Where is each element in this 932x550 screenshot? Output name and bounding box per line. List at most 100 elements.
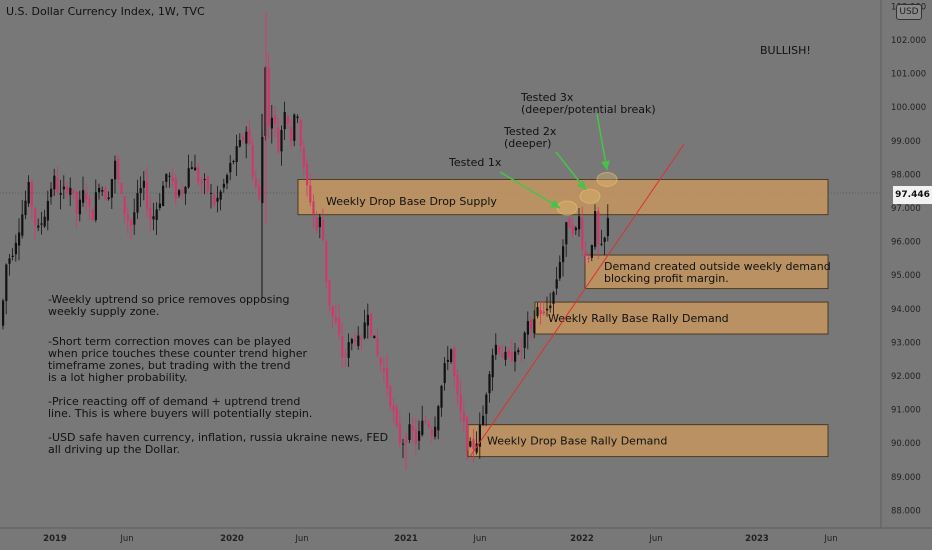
x-tick-label: 2022 bbox=[570, 534, 594, 544]
candle-body bbox=[402, 443, 405, 445]
candle-body bbox=[245, 131, 248, 144]
candle-body bbox=[395, 407, 398, 426]
candle-body bbox=[187, 168, 190, 188]
y-tick-label: 92.000 bbox=[891, 372, 921, 382]
candle-body bbox=[126, 214, 129, 220]
candle-body bbox=[430, 429, 433, 436]
candle-body bbox=[398, 423, 401, 444]
candle-body bbox=[203, 179, 206, 181]
y-tick-label: 102.000 bbox=[891, 36, 926, 46]
candle-body bbox=[418, 431, 421, 441]
y-tick-label: 95.000 bbox=[891, 271, 921, 281]
zone-rect bbox=[297, 179, 829, 216]
candle-body bbox=[424, 420, 427, 423]
candle-body bbox=[549, 305, 552, 309]
candle-body bbox=[392, 406, 395, 412]
note-text: -USD safe haven currency, inflation, rus… bbox=[48, 431, 388, 456]
candle-body bbox=[373, 335, 376, 339]
candle-body bbox=[600, 243, 603, 245]
y-tick-label: 88.000 bbox=[891, 506, 921, 516]
candle-body bbox=[546, 308, 549, 311]
candle-body bbox=[408, 424, 411, 440]
candle-body bbox=[456, 374, 459, 395]
candle-body bbox=[235, 146, 238, 163]
candle-body bbox=[443, 363, 446, 384]
candle-body bbox=[498, 346, 501, 353]
candle-body bbox=[114, 160, 117, 180]
candle-body bbox=[158, 203, 161, 208]
candle-body bbox=[174, 178, 177, 199]
candle-body bbox=[469, 441, 472, 447]
candle-body bbox=[446, 359, 449, 362]
y-tick-label: 90.000 bbox=[891, 439, 921, 449]
candle-body bbox=[488, 374, 491, 394]
candle-body bbox=[526, 321, 529, 335]
candle-body bbox=[558, 262, 561, 279]
y-tick-label: 100.000 bbox=[891, 103, 926, 113]
candle-body bbox=[210, 192, 213, 194]
candle-body bbox=[248, 128, 251, 145]
candle-body bbox=[434, 426, 437, 437]
candle-body bbox=[491, 355, 494, 378]
candle-body bbox=[98, 187, 101, 193]
candle-body bbox=[517, 350, 520, 353]
candle-body bbox=[520, 350, 523, 352]
test-arrow bbox=[499, 171, 561, 209]
candle-body bbox=[299, 119, 302, 147]
candle-body bbox=[315, 217, 318, 230]
candle-body bbox=[53, 175, 56, 190]
candle-body bbox=[366, 314, 369, 326]
candle-body bbox=[283, 111, 286, 130]
y-tick-label: 89.000 bbox=[891, 473, 921, 483]
trendline bbox=[469, 143, 685, 457]
candle-body bbox=[238, 140, 241, 147]
candle-body bbox=[482, 415, 485, 425]
candle-body bbox=[354, 340, 357, 342]
candle-body bbox=[539, 310, 542, 314]
zone-rect bbox=[584, 254, 829, 290]
y-tick-label: 98.000 bbox=[891, 170, 921, 180]
candle-body bbox=[178, 190, 181, 196]
candle-body bbox=[341, 336, 344, 357]
candle-body bbox=[213, 194, 216, 206]
candle-body bbox=[43, 216, 46, 227]
candle-body bbox=[251, 144, 254, 177]
zone-rect bbox=[467, 424, 829, 458]
x-tick-label: Jun bbox=[119, 534, 133, 544]
candle-body bbox=[280, 129, 283, 152]
candle-body bbox=[578, 216, 581, 230]
currency-badge[interactable]: USD bbox=[896, 4, 922, 20]
test-circle bbox=[556, 200, 578, 216]
candle-body bbox=[594, 211, 597, 247]
candle-body bbox=[37, 225, 40, 228]
x-tick-label: 2021 bbox=[394, 534, 418, 544]
candle-body bbox=[101, 190, 104, 192]
candle-body bbox=[437, 406, 440, 431]
candle-body bbox=[242, 136, 245, 140]
candle-body bbox=[472, 438, 475, 450]
candle-body bbox=[606, 218, 609, 237]
candle-body bbox=[376, 338, 379, 356]
candle-body bbox=[501, 353, 504, 358]
candle-body bbox=[427, 423, 430, 428]
note-text: -Weekly uptrend so price removes opposin… bbox=[48, 293, 289, 318]
chart-title: U.S. Dollar Currency Index, 1W, TVC bbox=[6, 5, 205, 18]
y-tick-label: 93.000 bbox=[891, 338, 921, 348]
candle-body bbox=[5, 264, 8, 301]
candle-body bbox=[552, 292, 555, 304]
candle-body bbox=[523, 332, 526, 348]
candle-body bbox=[293, 114, 296, 141]
last-price-label: 97.446 bbox=[893, 186, 932, 204]
candles bbox=[2, 53, 609, 464]
candle-body bbox=[232, 161, 235, 163]
candle-body bbox=[530, 319, 533, 330]
candle-body bbox=[421, 420, 424, 435]
candle-body bbox=[270, 117, 273, 129]
candle-body bbox=[46, 200, 49, 221]
candle-body bbox=[229, 162, 232, 173]
candle-body bbox=[328, 280, 331, 306]
candle-body bbox=[370, 313, 373, 337]
candle-body bbox=[494, 344, 497, 355]
